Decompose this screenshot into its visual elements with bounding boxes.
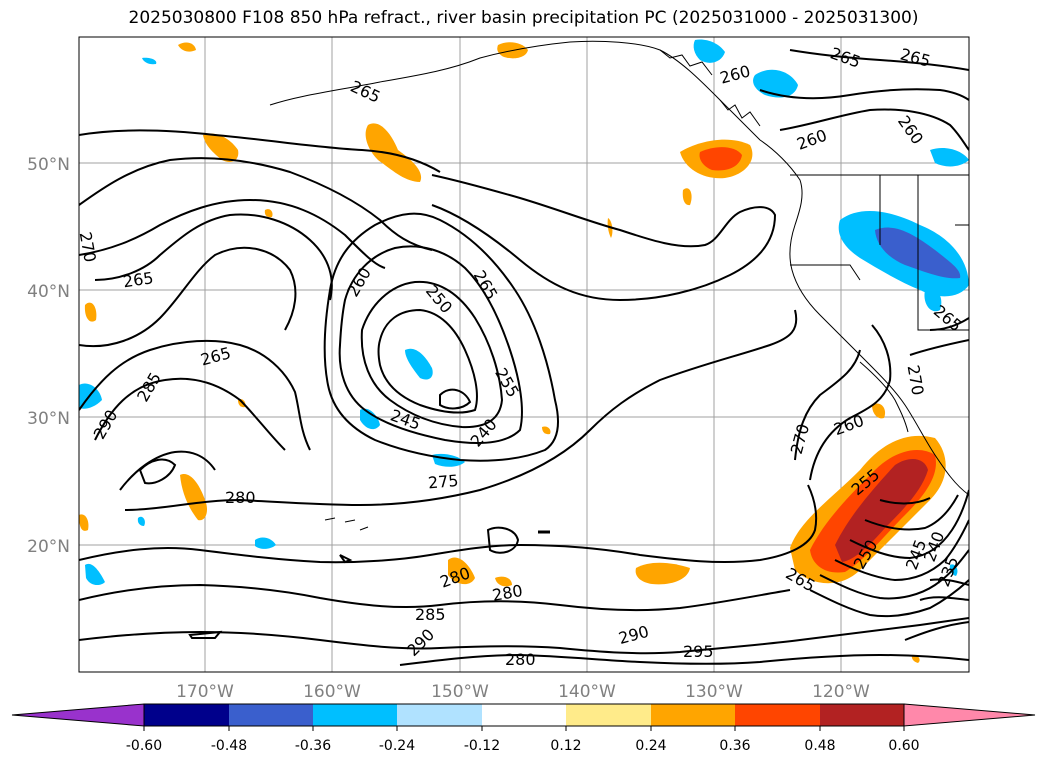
colorbar-tick-label: 0.60 (888, 738, 919, 754)
refractivity-contours (79, 49, 969, 666)
lon-label: 140°W (558, 682, 616, 702)
colorbar-extend-low (11, 703, 145, 727)
colorbar-extend-high (903, 703, 1036, 727)
lat-label: 40°N (27, 282, 70, 302)
longitude-labels: 170°W 160°W 150°W 140°W 130°W 120°W (176, 682, 870, 702)
coastlines (269, 40, 969, 534)
colorbar-segment (820, 704, 904, 726)
contour-label: 265 (122, 268, 155, 291)
contour-label: 270 (76, 230, 100, 263)
colorbar-tick-label: 0.12 (550, 738, 581, 754)
map-frame (78, 36, 970, 673)
colorbar-segment (397, 704, 482, 726)
colorbar-segment (735, 704, 820, 726)
map-area: 270 265 285 290 265 280 260 250 265 255 … (76, 37, 969, 672)
lat-label: 30°N (27, 409, 70, 429)
latitude-labels: 50°N 40°N 30°N 20°N (27, 155, 70, 557)
lon-label: 150°W (431, 682, 489, 702)
lat-label: 50°N (27, 155, 70, 175)
colorbar: -0.60 -0.48 -0.36 -0.24 -0.12 0.12 0.24 … (11, 703, 1036, 754)
map-title: 2025030800 F108 850 hPa refract., river … (128, 8, 919, 28)
contour-label: 285 (415, 605, 446, 624)
colorbar-tick-label: -0.12 (464, 738, 500, 754)
lon-label: 170°W (176, 682, 234, 702)
colorbar-segment (566, 704, 651, 726)
colorbar-tick-label: -0.36 (295, 738, 331, 754)
colorbar-segment (313, 704, 397, 726)
colorbar-segment (229, 704, 313, 726)
colorbar-tick-label: -0.48 (211, 738, 247, 754)
lat-label: 20°N (27, 537, 70, 557)
contour-label: 275 (427, 471, 459, 493)
colorbar-segment (482, 704, 566, 726)
colorbar-tick-label: 0.48 (804, 738, 835, 754)
contour-label: 295 (683, 642, 714, 661)
lon-label: 160°W (303, 682, 361, 702)
contour-label: 280 (505, 650, 536, 669)
lon-label: 130°W (685, 682, 743, 702)
colorbar-tick-label: 0.36 (719, 738, 750, 754)
colorbar-segment (144, 704, 229, 726)
contour-label: 280 (225, 488, 256, 507)
colorbar-segment (651, 704, 735, 726)
lon-label: 120°W (812, 682, 870, 702)
colorbar-tick-label: -0.24 (379, 738, 415, 754)
colorbar-tick-label: 0.24 (635, 738, 666, 754)
colorbar-tick-label: -0.60 (126, 738, 162, 754)
